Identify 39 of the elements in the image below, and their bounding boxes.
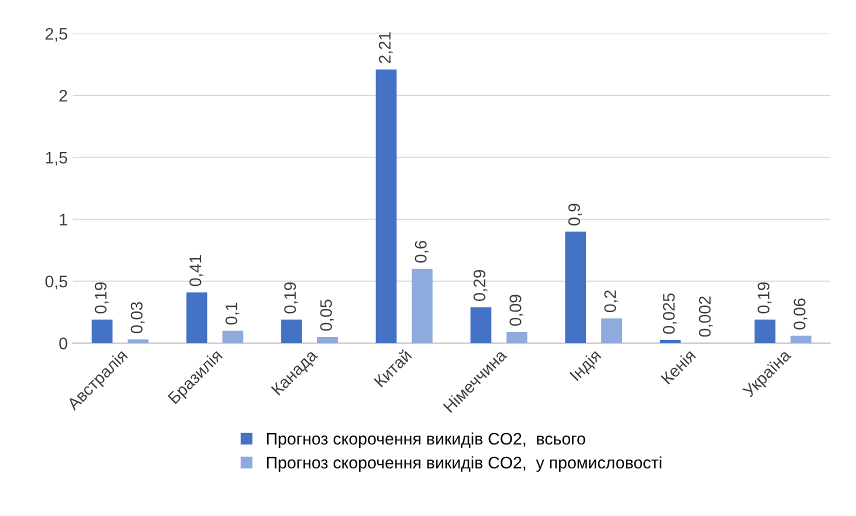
data-label: 2,21 [378,32,393,64]
bar [601,318,622,344]
data-label: 0,6 [414,240,429,263]
bar [412,268,433,344]
bar [128,339,149,344]
bar [186,292,208,344]
data-label: 0,9 [568,204,582,226]
data-label: 0,03 [130,302,145,334]
bar [660,340,681,344]
bar [222,330,244,344]
bar [506,332,528,344]
bar [281,320,302,344]
bar [470,307,492,344]
data-label: 0,29 [474,270,488,302]
legend-label: Прогноз скорочення викидів CO2, у промисловості [267,456,662,472]
data-label: 0,19 [284,282,298,314]
data-label: 0,09 [510,294,524,326]
y-tick-label: 2,5 [46,28,68,42]
bar [92,320,113,344]
bar [790,336,812,344]
y-tick-label: 1 [60,214,68,226]
bar [754,320,776,344]
data-label: 0,002 [698,296,713,337]
y-tick-label: 2 [59,90,68,102]
bar [317,336,338,344]
y-tick-label: 0,5 [45,276,68,290]
data-label: 0,1 [225,302,240,325]
data-label: 0,025 [662,293,677,334]
data-label: 0,05 [320,300,334,331]
data-label: 0,2 [604,290,618,312]
bar [565,232,586,344]
legend-label: Прогноз скорочення викидів CO2, всього [267,432,586,448]
data-label: 0,06 [794,298,808,330]
y-tick-label: 1,5 [46,152,68,166]
data-label: 0,41 [189,255,204,286]
y-tick-label: 0 [59,338,68,350]
data-label: 0,19 [94,282,109,314]
bar [376,69,397,344]
data-label: 0,19 [758,282,772,314]
